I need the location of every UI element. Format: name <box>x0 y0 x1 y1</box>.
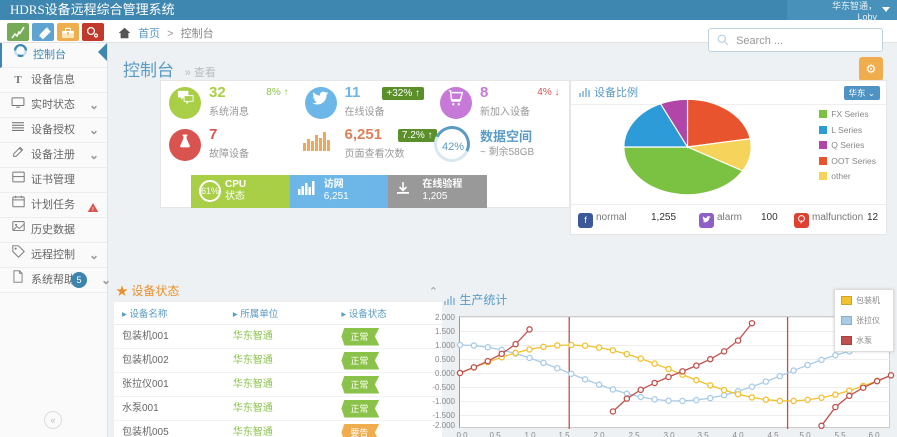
svg-text:!: ! <box>92 206 94 213</box>
